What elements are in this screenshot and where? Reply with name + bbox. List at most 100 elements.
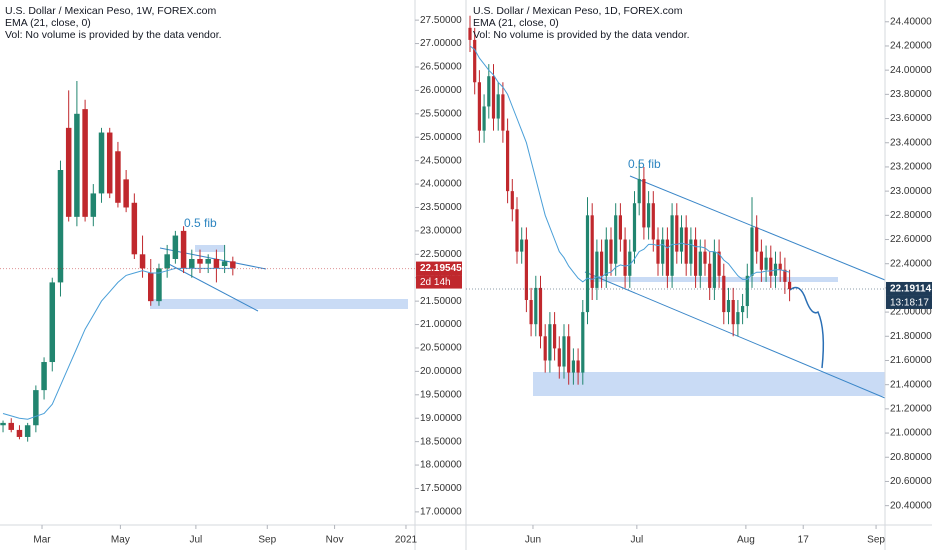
candle-body — [618, 215, 622, 240]
candle-body — [501, 94, 505, 131]
candle-body — [197, 258, 203, 264]
zone-box — [195, 245, 225, 252]
zone-box — [150, 299, 408, 309]
candle-body — [538, 287, 543, 337]
candle-body — [65, 127, 72, 217]
y-tick-label: 17.00000 — [420, 507, 462, 518]
x-tick-label: Sep — [258, 535, 276, 546]
candle-body — [637, 179, 641, 204]
countdown-label: 2d 14h — [420, 277, 451, 288]
candle-body — [473, 39, 477, 83]
symbol-title: U.S. Dollar / Mexican Peso, 1W, FOREX.co… — [5, 5, 216, 17]
y-tick-label: 19.00000 — [420, 413, 462, 424]
y-tick-label: 23.20000 — [890, 162, 932, 173]
x-tick-label: Jun — [525, 535, 541, 546]
candle-body — [477, 82, 481, 131]
y-tick-label: 23.50000 — [420, 202, 462, 213]
candle-body — [614, 215, 618, 264]
candle-body — [675, 215, 679, 252]
fib-label: 0.5 fib — [184, 216, 217, 230]
candle-body — [651, 203, 655, 240]
indicator-label: EMA (21, close, 0) — [473, 17, 559, 29]
candle-body — [661, 239, 665, 264]
candle-body — [24, 425, 31, 437]
candle-body — [726, 300, 731, 313]
candle-body — [524, 239, 528, 300]
y-tick-label: 26.00000 — [420, 85, 462, 96]
x-tick-label: Sep — [867, 535, 885, 546]
candle-body — [8, 422, 14, 430]
candle-body — [221, 261, 228, 267]
ema-line — [2, 267, 233, 420]
countdown-label: 13:18:17 — [890, 298, 929, 309]
candle-body — [567, 336, 571, 373]
y-tick-label: 25.00000 — [420, 132, 462, 143]
y-tick-label: 26.50000 — [420, 62, 462, 73]
candle-body — [722, 275, 726, 313]
candle-body — [74, 113, 80, 217]
trend-line — [164, 261, 259, 312]
candle-body — [632, 203, 637, 252]
x-tick-label: Mar — [33, 535, 51, 546]
candle-body — [750, 227, 754, 276]
candle-body — [491, 76, 496, 119]
candle-body — [41, 362, 47, 391]
symbol-title: U.S. Dollar / Mexican Peso, 1D, FOREX.co… — [473, 5, 683, 17]
candle-body — [576, 360, 580, 373]
candle-body — [505, 130, 510, 192]
candle-body — [604, 239, 608, 276]
candle-body — [496, 94, 500, 119]
candle-body — [468, 27, 472, 40]
zone-box — [533, 372, 885, 396]
y-tick-label: 22.40000 — [890, 258, 932, 269]
y-tick-label: 20.80000 — [890, 452, 932, 463]
candle-body — [98, 132, 105, 194]
candle-body — [679, 227, 684, 252]
candle-body — [90, 193, 97, 217]
y-tick-label: 21.00000 — [420, 319, 462, 330]
price-tag — [416, 261, 462, 276]
candle-body — [764, 257, 768, 270]
candle-body — [759, 251, 763, 270]
y-tick-label: 21.40000 — [890, 379, 932, 390]
candle-body — [562, 336, 566, 367]
candle-body — [628, 251, 632, 276]
y-tick-label: 22.50000 — [420, 249, 462, 260]
candle-body — [745, 275, 749, 307]
candle-body — [778, 263, 782, 270]
marks: 17.00000 17.50000 18.00000 18.50000 19.00000… — [0, 15, 932, 546]
y-tick-label: 24.50000 — [420, 155, 462, 166]
y-tick-label: 19.50000 — [420, 389, 462, 400]
candle-body — [590, 215, 594, 288]
candle-body — [156, 268, 162, 302]
candle-body — [529, 300, 533, 325]
y-tick-label: 23.40000 — [890, 137, 932, 148]
y-tick-label: 23.00000 — [890, 186, 932, 197]
y-tick-label: 23.60000 — [890, 113, 932, 124]
y-tick-label: 20.40000 — [890, 500, 932, 511]
y-tick-label: 27.00000 — [420, 38, 462, 49]
price-tag-label: 22.19114 — [890, 284, 932, 295]
candle-body — [534, 287, 538, 325]
candle-body — [684, 227, 688, 264]
candle-body — [740, 306, 745, 313]
volume-note: Vol: No volume is provided by the data v… — [473, 29, 690, 41]
x-tick-label: 2021 — [395, 535, 418, 546]
candle-body — [106, 132, 113, 194]
candle-body — [213, 258, 220, 269]
y-tick-label: 21.20000 — [890, 404, 932, 415]
y-tick-label: 24.40000 — [890, 16, 932, 27]
candle-body — [543, 336, 547, 361]
candle-body — [693, 239, 698, 276]
indicator-label: EMA (21, close, 0) — [5, 17, 91, 29]
candle-body — [515, 209, 519, 252]
candle-body — [585, 215, 590, 313]
candle-body — [557, 348, 561, 367]
y-tick-label: 21.80000 — [890, 331, 932, 342]
candle-body — [123, 179, 129, 208]
candle-body — [33, 390, 39, 426]
y-tick-label: 25.50000 — [420, 108, 462, 119]
candle-body — [712, 251, 716, 288]
candle-body — [189, 258, 195, 269]
